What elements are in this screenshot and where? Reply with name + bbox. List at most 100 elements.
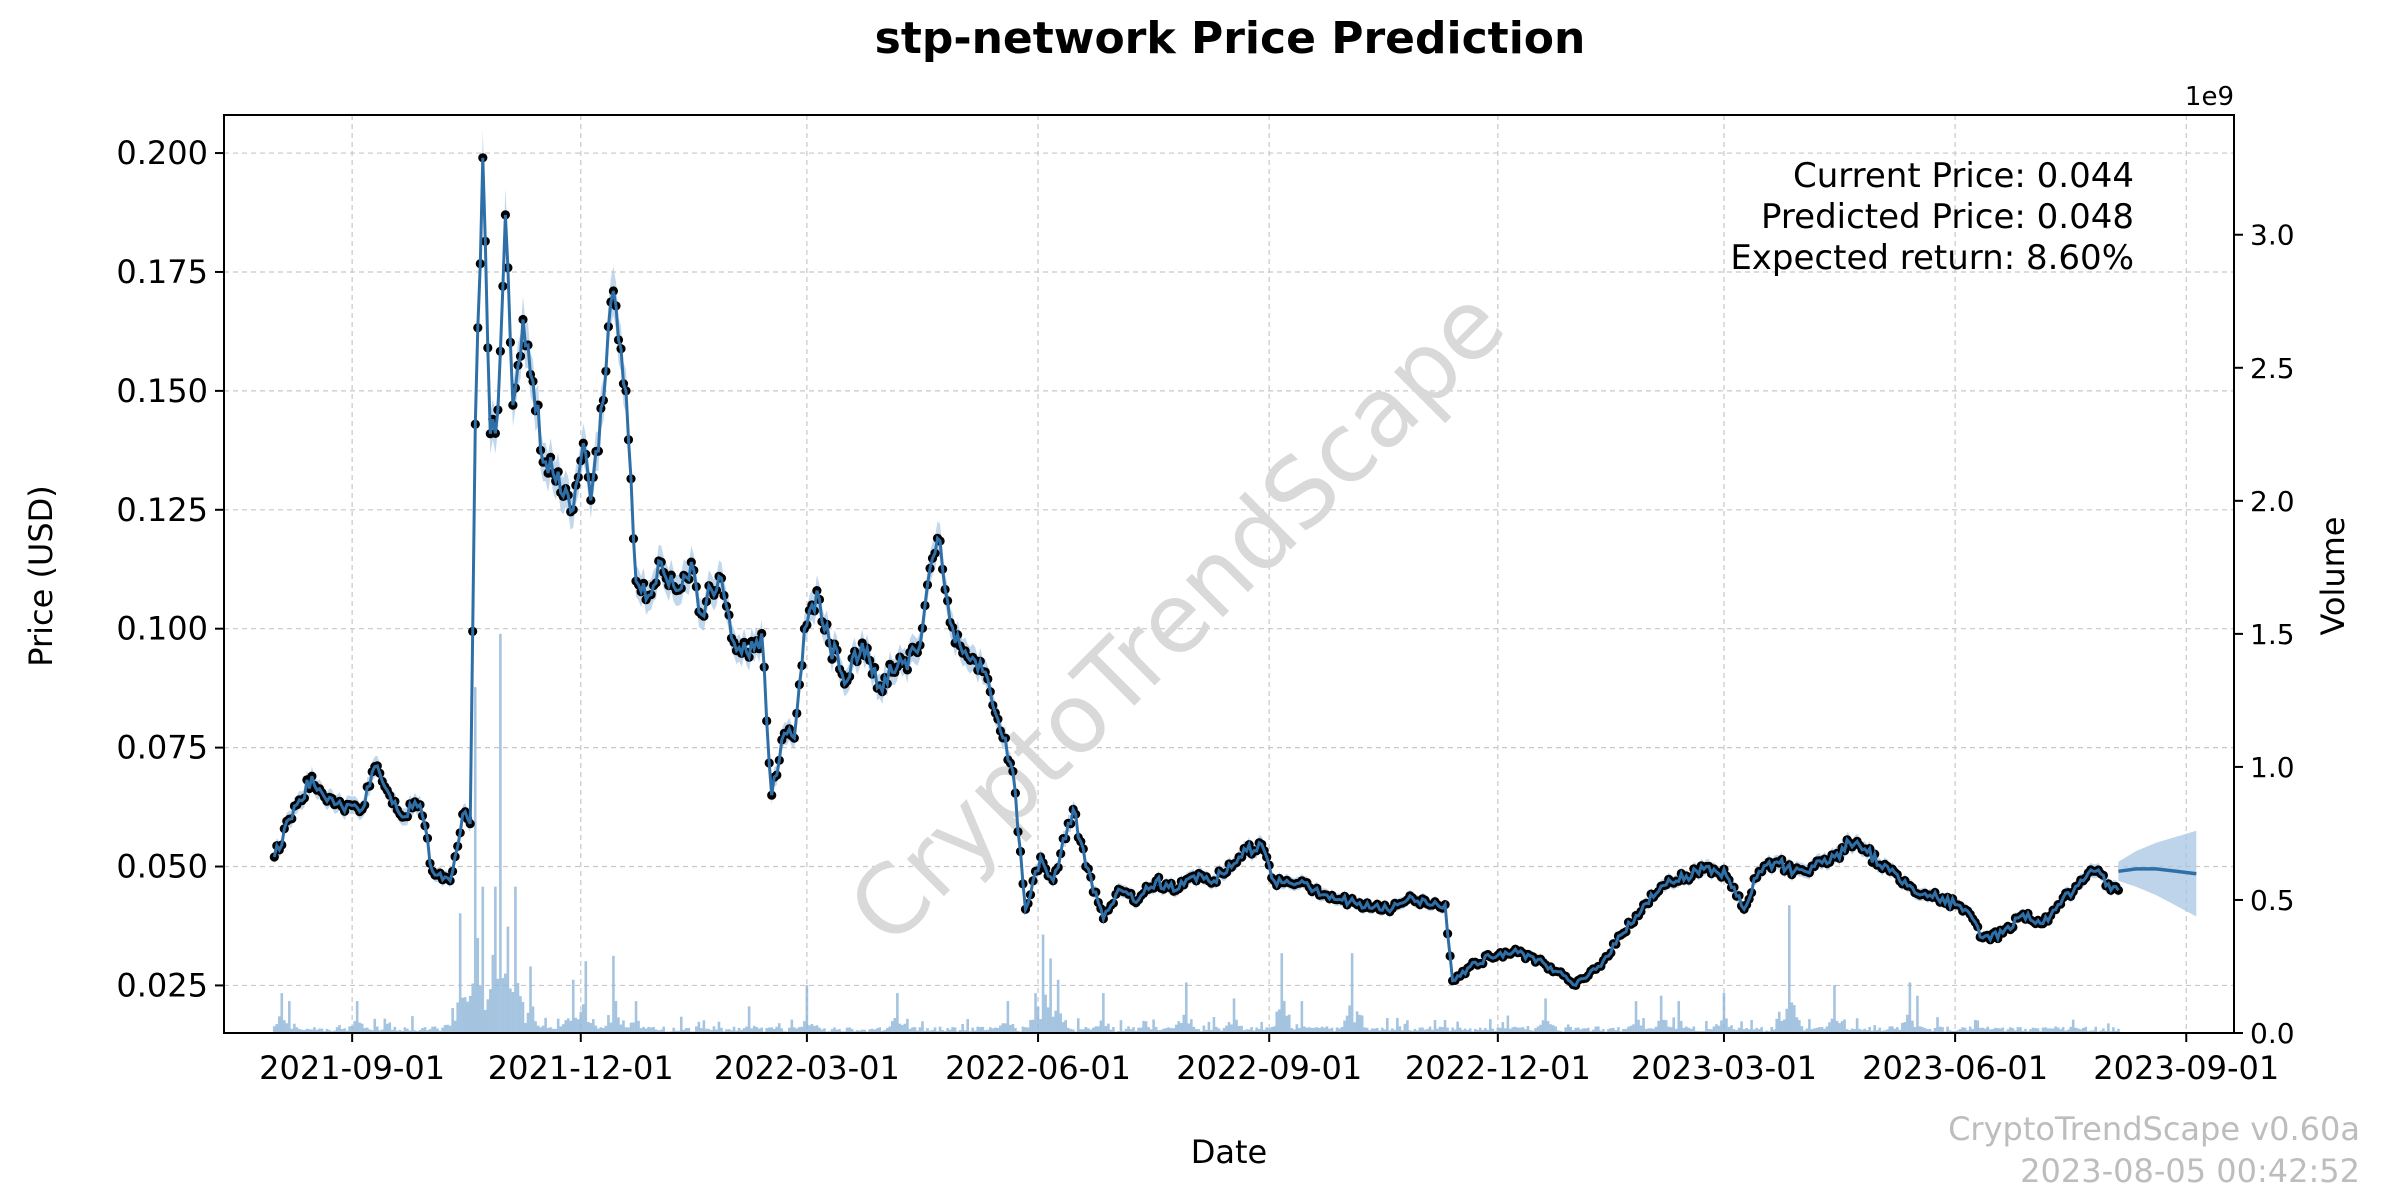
volume-bar bbox=[1190, 1019, 1193, 1033]
volume-bar bbox=[1184, 982, 1188, 1033]
volume-bar bbox=[576, 1019, 580, 1033]
volume-bar bbox=[1142, 1020, 1145, 1033]
volume-bar bbox=[1343, 1020, 1346, 1033]
x-tick-label: 2021-09-01 bbox=[259, 1049, 445, 1087]
volume-bar bbox=[880, 1030, 884, 1033]
volume-bar bbox=[353, 1021, 356, 1033]
volume-bar bbox=[1335, 1027, 1339, 1033]
volume-bar bbox=[1295, 1024, 1299, 1033]
volume-bar bbox=[1230, 1024, 1233, 1033]
volume-bar bbox=[1195, 1029, 1198, 1033]
volume-bar bbox=[1885, 1029, 1889, 1033]
volume-bar bbox=[810, 1023, 814, 1033]
volume-bar bbox=[1099, 1020, 1103, 1033]
y-tick-label: 0.150 bbox=[116, 372, 208, 410]
volume-bar bbox=[1961, 1027, 1964, 1033]
y-tick-label: 0.200 bbox=[116, 134, 208, 172]
volume-bar bbox=[1240, 1025, 1243, 1033]
volume-bar bbox=[1383, 1029, 1387, 1033]
volume-bar bbox=[755, 1026, 758, 1033]
volume-bar bbox=[1875, 1030, 1879, 1033]
volume-bar bbox=[1358, 1014, 1361, 1033]
volume-bar bbox=[534, 1021, 537, 1033]
volume-bar bbox=[1793, 1005, 1796, 1033]
plot-frame bbox=[223, 114, 2235, 1034]
volume-bar bbox=[383, 1018, 387, 1033]
volume-bar bbox=[1426, 1028, 1429, 1033]
volume-bar bbox=[1117, 1030, 1120, 1033]
volume-bar bbox=[468, 995, 472, 1033]
volume-bar bbox=[1916, 995, 1919, 1033]
volume-bar bbox=[1536, 1026, 1540, 1033]
volume-bar bbox=[1556, 1030, 1560, 1033]
volume-bar bbox=[622, 1020, 625, 1033]
volume-bar bbox=[1210, 1029, 1213, 1033]
volume-bar bbox=[1697, 1030, 1701, 1033]
volume-bar bbox=[408, 1030, 412, 1033]
volume-bar bbox=[1938, 1026, 1942, 1033]
volume-bar bbox=[1911, 1020, 1914, 1033]
volume-bar bbox=[1634, 1001, 1638, 1033]
volume-bar bbox=[1775, 1018, 1779, 1033]
volume-bar bbox=[1722, 993, 1726, 1033]
volume-bar bbox=[1787, 905, 1791, 1033]
volume-bar bbox=[875, 1028, 879, 1033]
volume-bar bbox=[707, 1028, 711, 1033]
volume-bar bbox=[1687, 1027, 1691, 1033]
volume-bar bbox=[1818, 1027, 1821, 1033]
volume-bar bbox=[1408, 1030, 1412, 1033]
volume-bar bbox=[1569, 1026, 1572, 1033]
volume-bar bbox=[358, 1022, 361, 1033]
volume-bar bbox=[1891, 1026, 1894, 1033]
volume-bar bbox=[2031, 1027, 2035, 1033]
volume-bar bbox=[1290, 1028, 1294, 1033]
volume-bar bbox=[1873, 1025, 1877, 1033]
volume-bar bbox=[365, 1027, 369, 1033]
volume-bar bbox=[1647, 1028, 1650, 1033]
volume-bar bbox=[436, 1028, 439, 1033]
volume-bar bbox=[1270, 1027, 1274, 1033]
volume-bar bbox=[966, 1019, 969, 1033]
volume-bar bbox=[1795, 1017, 1799, 1033]
volume-bar bbox=[793, 1027, 796, 1033]
volume-bar bbox=[1360, 1015, 1364, 1033]
volume-bar bbox=[1584, 1028, 1588, 1033]
y2-tick-label: 1.5 bbox=[2250, 618, 2295, 651]
volume-bar bbox=[1081, 1029, 1085, 1033]
volume-bar bbox=[637, 1020, 640, 1033]
volume-bar bbox=[662, 1026, 665, 1033]
volume-bar bbox=[280, 993, 284, 1033]
volume-bar bbox=[702, 1020, 706, 1033]
annotation-predicted-price: Predicted Price: 0.048 bbox=[1761, 197, 2134, 237]
volume-bar bbox=[478, 985, 482, 1033]
volume-bar bbox=[320, 1028, 324, 1033]
volume-bar bbox=[923, 1030, 927, 1033]
volume-bar bbox=[1629, 1025, 1633, 1033]
volume-bar bbox=[1988, 1029, 1992, 1033]
volume-bar bbox=[730, 1030, 733, 1033]
volume-bar bbox=[1921, 1027, 1924, 1033]
volume-bar bbox=[1456, 1021, 1459, 1033]
volume-bar bbox=[1695, 1030, 1698, 1033]
volume-bar bbox=[310, 1029, 314, 1033]
volume-bar bbox=[1119, 1020, 1123, 1033]
volume-bar bbox=[780, 1028, 784, 1033]
volume-bar bbox=[1566, 1024, 1570, 1033]
volume-bar bbox=[938, 1026, 942, 1033]
volume-bar bbox=[1202, 1025, 1206, 1033]
forecast-line bbox=[2118, 867, 2197, 876]
volume-bar bbox=[1177, 1021, 1181, 1033]
volume-bar bbox=[1245, 1029, 1248, 1033]
volume-bar bbox=[1617, 1027, 1620, 1033]
volume-bar bbox=[499, 633, 502, 1033]
volume-bar bbox=[1305, 1027, 1309, 1033]
volume-bar bbox=[536, 1025, 540, 1033]
volume-bar bbox=[2056, 1027, 2060, 1033]
volume-bar bbox=[418, 1029, 422, 1033]
volume-bar bbox=[627, 1027, 630, 1033]
volume-bar bbox=[886, 1028, 889, 1033]
volume-bar bbox=[1313, 1027, 1316, 1033]
volume-bar bbox=[848, 1027, 851, 1033]
